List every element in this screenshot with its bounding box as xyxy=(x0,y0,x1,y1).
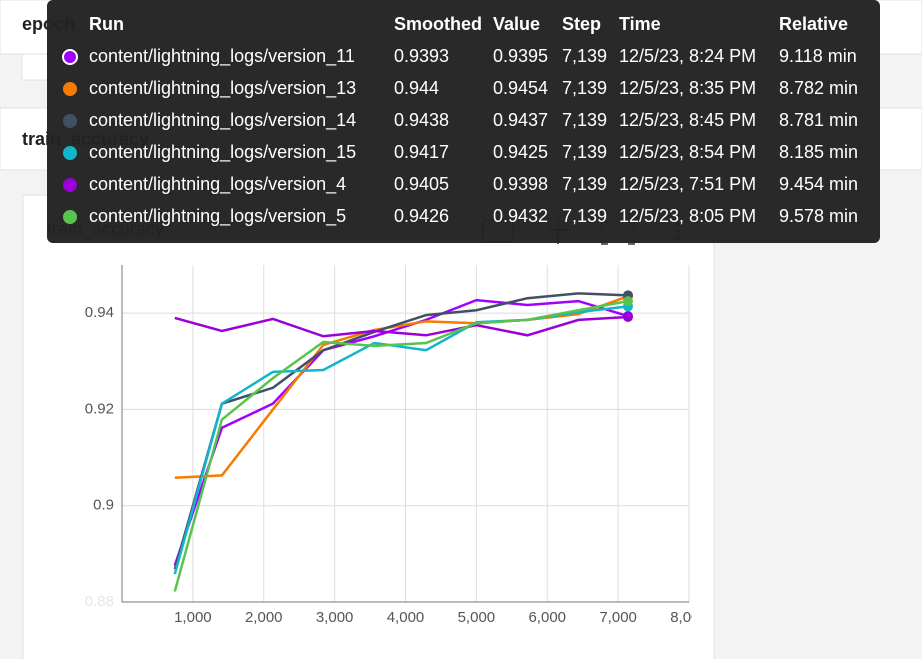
tooltip-header: Value xyxy=(493,14,540,34)
x-tick-label: 4,000 xyxy=(387,609,425,626)
x-tick-label: 3,000 xyxy=(316,609,354,626)
y-tick-label: 0.92 xyxy=(85,400,114,417)
y-tick-label: 0.88 xyxy=(85,593,114,610)
lines xyxy=(173,292,629,592)
end-marker xyxy=(622,296,633,307)
run-color xyxy=(63,210,77,224)
end-marker xyxy=(622,311,633,322)
series-line xyxy=(173,292,629,570)
run-name: content/lightning_logs/version_5 xyxy=(89,206,346,227)
tooltip-cell: 0.9417 xyxy=(394,142,449,162)
tooltip-cell: 7,139 xyxy=(562,174,607,194)
y-tick-label: 0.9 xyxy=(93,497,114,514)
tooltip-cell: 12/5/23, 8:54 PM xyxy=(619,142,756,162)
tooltip-cell: 9.118 min xyxy=(779,46,857,66)
tooltip-header: Relative xyxy=(779,14,848,34)
tooltip-cell: 0.9398 xyxy=(493,174,548,194)
x-tick-labels: 1,000 2,000 3,000 4,000 5,000 6,000 7,000 8,000 xyxy=(174,609,708,626)
tooltip-cell: 0.9393 xyxy=(394,46,449,66)
x-tick-label: 8,000 xyxy=(670,609,708,626)
x-tick-label: 5,000 xyxy=(458,609,496,626)
tooltip-cell: 12/5/23, 8:05 PM xyxy=(619,206,756,226)
tooltip-cell: 0.9426 xyxy=(394,206,449,226)
x-tick-label: 7,000 xyxy=(599,609,637,626)
run-name: content/lightning_logs/version_13 xyxy=(89,78,356,99)
run-color xyxy=(63,82,77,96)
chart-card xyxy=(22,194,715,659)
run-name: content/lightning_logs/version_11 xyxy=(89,46,355,67)
y-tick-label: 0.94 xyxy=(85,304,114,321)
tooltip-bg xyxy=(47,0,880,243)
run-name: content/lightning_logs/version_14 xyxy=(89,110,356,131)
tooltip-cell: 8.782 min xyxy=(779,78,858,98)
tooltip-cell: 0.9454 xyxy=(493,78,548,98)
run-color xyxy=(63,178,77,192)
tooltip-cell: 0.9425 xyxy=(493,142,548,162)
tooltip-cell: 12/5/23, 8:35 PM xyxy=(619,78,756,98)
tooltip-cell: 7,139 xyxy=(562,142,607,162)
tooltip-cell: 9.454 min xyxy=(779,174,858,194)
run-name: content/lightning_logs/version_15 xyxy=(89,142,356,163)
x-tick-label: 1,000 xyxy=(174,609,212,626)
tooltip-cell: 0.9438 xyxy=(394,110,449,130)
run-color xyxy=(62,49,78,65)
tooltip-cell: 7,139 xyxy=(562,110,607,130)
series-line xyxy=(173,298,629,566)
tooltip-header: Smoothed xyxy=(394,14,482,34)
series-line xyxy=(173,299,629,592)
run-name: content/lightning_logs/version_4 xyxy=(89,174,346,195)
tooltip-cell: 0.9405 xyxy=(394,174,449,194)
tooltip-header: Step xyxy=(562,14,601,34)
tooltip-cell: 0.9437 xyxy=(493,110,548,130)
tooltip-cell: 0.9432 xyxy=(493,206,548,226)
tooltip-cell: 9.578 min xyxy=(779,206,858,226)
tooltip-cell: 12/5/23, 8:24 PM xyxy=(619,46,756,66)
tooltip-header: Run xyxy=(89,14,124,34)
tooltip-cell: 8.781 min xyxy=(779,110,858,130)
tooltip-header: Time xyxy=(619,14,661,34)
tooltip-cell: 0.944 xyxy=(394,78,439,98)
tooltip: Run Smoothed Value Step Time Relative content/… xyxy=(47,0,880,243)
tooltip-cell: 7,139 xyxy=(562,78,607,98)
tooltip-cell: 7,139 xyxy=(562,206,607,226)
tooltip-cell: 12/5/23, 8:45 PM xyxy=(619,110,756,130)
tooltip-cell: 7,139 xyxy=(562,46,607,66)
tooltip-cell: 12/5/23, 7:51 PM xyxy=(619,174,756,194)
series-line xyxy=(174,315,629,338)
run-color xyxy=(63,114,77,128)
tooltip-cell: 8.185 min xyxy=(779,142,858,162)
x-tick-label: 2,000 xyxy=(245,609,283,626)
x-tick-label: 6,000 xyxy=(528,609,566,626)
plot: 0.88 0.9 0.92 0.94 1,000 2,000 3,000 4,000 5,000… xyxy=(85,265,708,626)
run-color xyxy=(63,146,77,160)
tooltip-cell: 0.9395 xyxy=(493,46,548,66)
